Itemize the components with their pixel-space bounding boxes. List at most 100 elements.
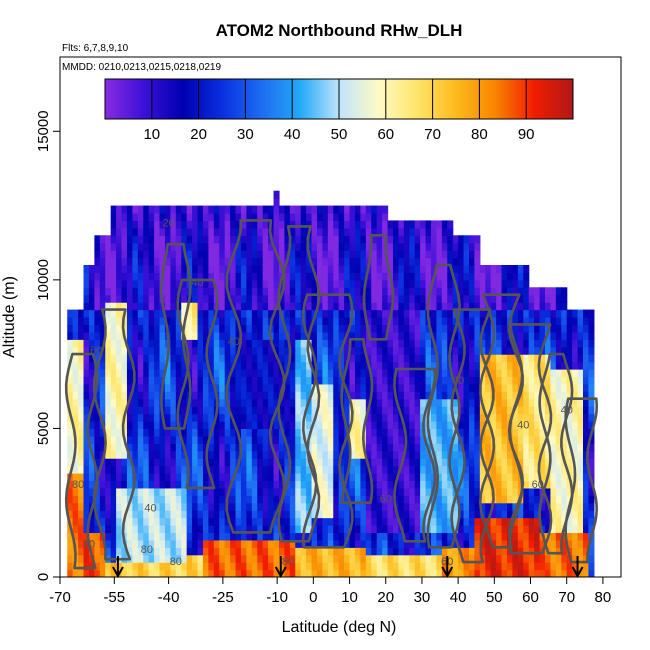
heatmap-cell [148,346,155,355]
heatmap-cell [382,331,389,340]
heatmap-cell [447,413,454,422]
heatmap-cell [67,383,74,392]
heatmap-cell [208,465,215,474]
heatmap-cell [447,554,454,563]
heatmap-cell [116,235,123,244]
heatmap-cell [349,569,356,577]
heatmap-cell [344,458,351,467]
heatmap-cell [501,346,508,355]
heatmap-cell [327,554,334,563]
heatmap-cell [143,539,150,548]
heatmap-cell [94,569,101,577]
heatmap-cell [67,376,74,385]
heatmap-cell [344,257,351,266]
heatmap-cell [354,562,362,571]
heatmap-cell [105,287,112,296]
heatmap-cell [392,354,400,363]
heatmap-cell [164,547,171,556]
contour-line [92,308,136,561]
heatmap-cell [517,406,524,415]
heatmap-cell [192,294,199,303]
heatmap-cell [403,309,410,318]
heatmap-cell [376,354,383,363]
heatmap-cell [322,487,329,496]
heatmap-cell [588,458,595,467]
heatmap-cell [251,465,258,474]
heatmap-cell [159,458,166,467]
heatmap-cell [192,376,199,385]
heatmap-cell [88,391,95,400]
heatmap-cell [501,480,508,489]
heatmap-cell [99,569,106,577]
heatmap-cell [230,287,237,296]
heatmap-cell [468,383,476,392]
heatmap-cell [175,391,182,400]
heatmap-cell [240,242,247,251]
heatmap-cell [197,458,204,467]
heatmap-cell [192,220,199,229]
heatmap-cell [197,569,204,577]
heatmap-cell [387,331,394,340]
heatmap-cell [154,443,161,452]
heatmap-cell [175,376,182,385]
heatmap-cell [126,220,133,229]
heatmap-cell [154,495,161,504]
heatmap-cell [88,383,95,392]
heatmap-cell [181,257,188,266]
heatmap-cell [306,213,313,222]
heatmap-cell [534,309,541,318]
heatmap-cell [148,562,155,571]
heatmap-cell [230,443,237,452]
heatmap-cell [137,428,144,437]
heatmap-cell [436,406,443,415]
heatmap-cell [572,532,579,541]
heatmap-cell [468,532,476,541]
heatmap-cell [67,495,74,504]
heatmap-cell [105,317,112,326]
heatmap-cell [235,257,242,266]
heatmap-cell [344,302,351,311]
colorbar: 10 20 30 40 50 60 70 80 90 [104,78,574,143]
heatmap-cell [99,272,106,281]
heatmap-cell [572,369,579,378]
x-tick-label: -25 [212,589,234,606]
heatmap-cell [170,502,177,511]
heatmap-cell [452,242,459,251]
heatmap-cell [208,272,215,281]
heatmap-cell [523,391,530,400]
heatmap-cell [224,413,231,422]
heatmap-cell [170,532,177,541]
heatmap-cell [289,569,296,577]
heatmap-cell [251,369,258,378]
heatmap-cell [105,480,112,489]
heatmap-cell [349,354,356,363]
heatmap-cell [392,450,400,459]
heatmap-cell [132,213,139,222]
heatmap-cell [322,383,329,392]
heatmap-cell [306,428,313,437]
heatmap-cell [132,227,139,236]
heatmap-cell [88,331,95,340]
heatmap-cell [289,287,296,296]
heatmap-cell [148,257,155,266]
heatmap-cell [409,398,416,407]
heatmap-cell [338,213,345,222]
y-tick-label: 10000 [35,259,52,301]
heatmap-cell [577,510,584,519]
heatmap-cell [202,406,209,415]
contour-line [362,234,395,341]
heatmap-cell [72,487,79,496]
heatmap-cell [474,250,481,259]
heatmap-cell [67,443,74,452]
heatmap-cell [512,421,519,430]
heatmap-cell [154,220,161,229]
heatmap-cell [441,435,448,444]
contour-label: 60 [532,479,544,491]
heatmap-cell [414,465,421,474]
heatmap-cell [246,331,253,340]
heatmap-cell [436,473,443,482]
heatmap-cell [566,532,573,541]
heatmap-cell [441,421,448,430]
heatmap-cell [268,376,275,385]
heatmap-cell [148,287,155,296]
